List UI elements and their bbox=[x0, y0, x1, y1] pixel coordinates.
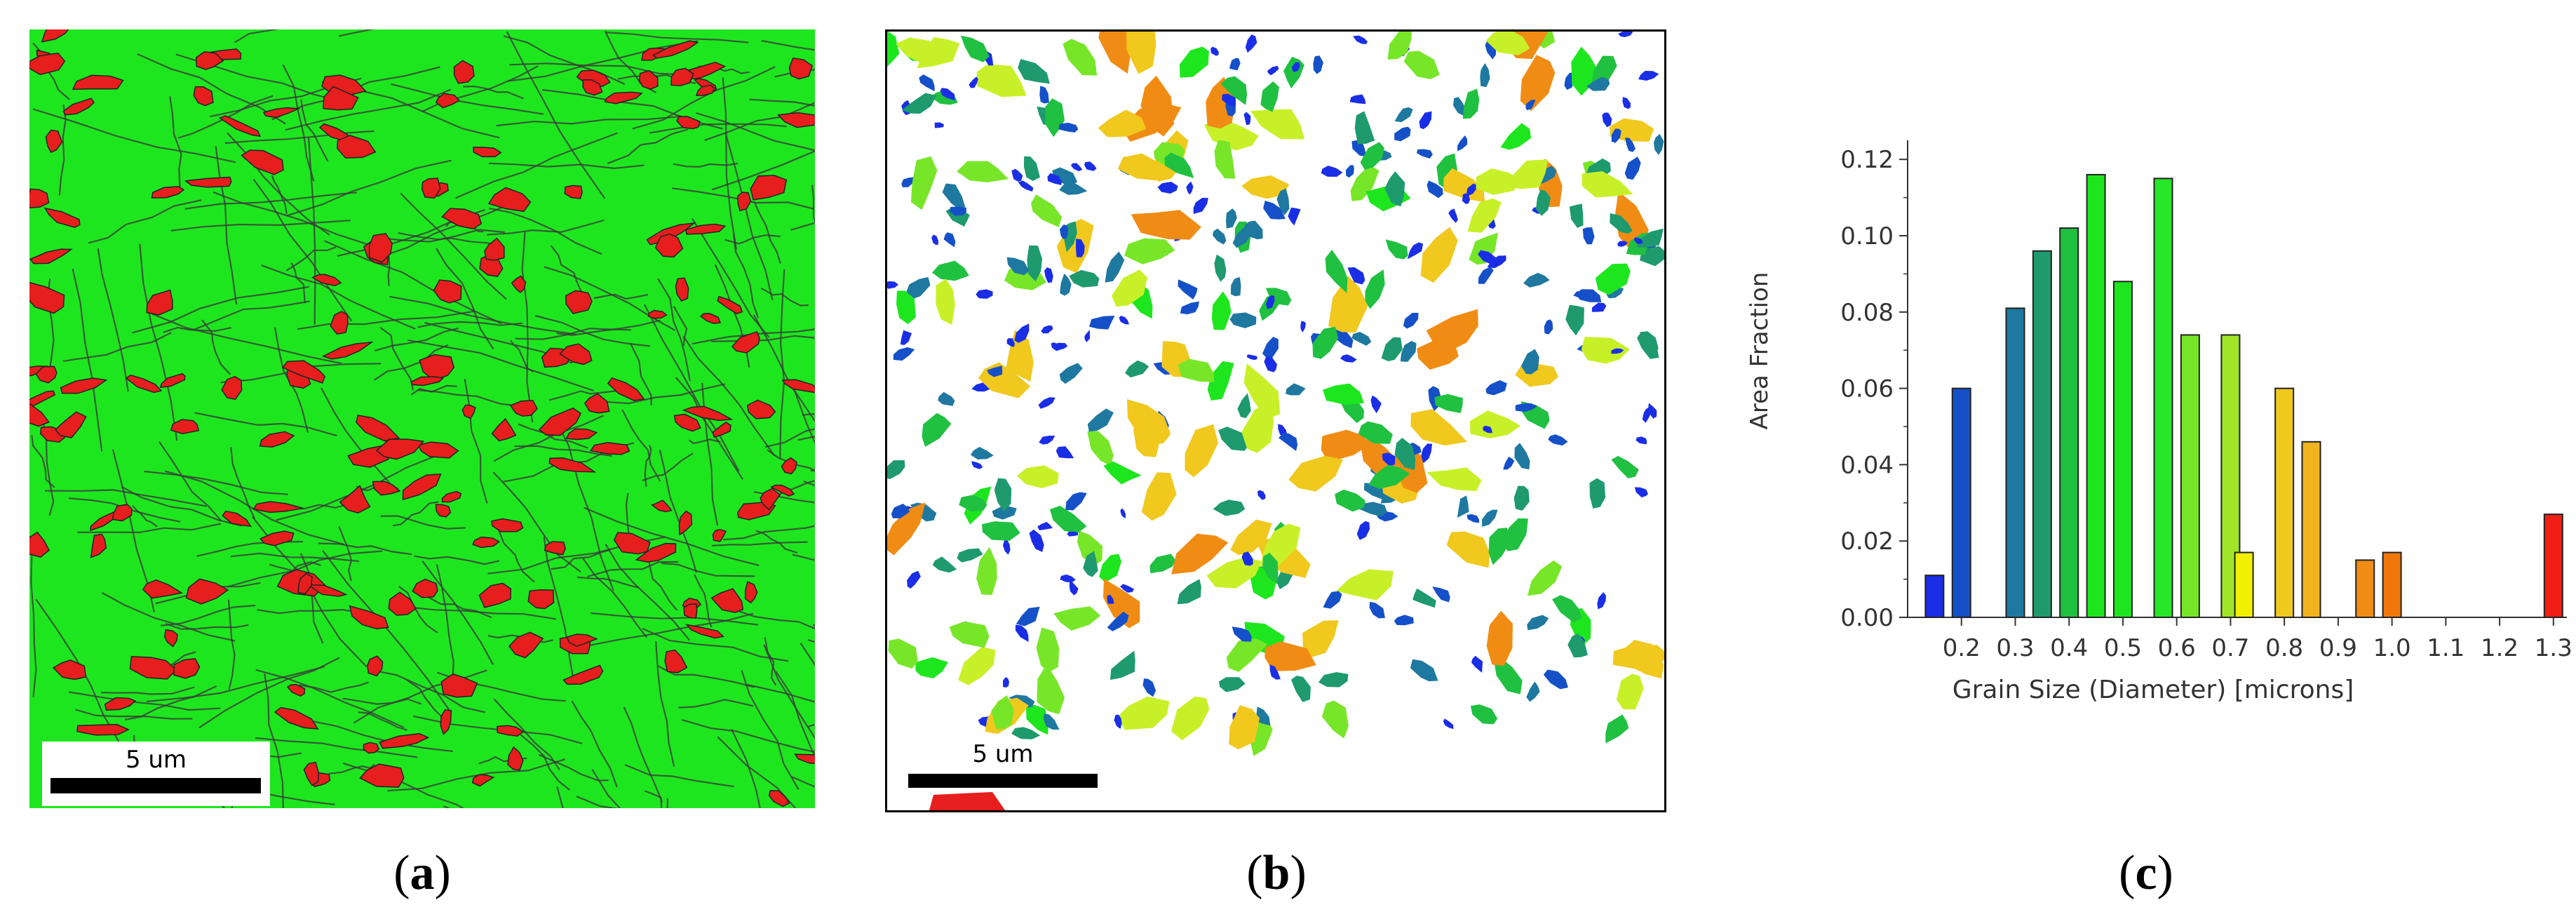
histogram-bar bbox=[2153, 177, 2173, 618]
caption-c: (c) bbox=[2119, 846, 2173, 900]
x-tick-label: 0.8 bbox=[2265, 634, 2303, 662]
grains bbox=[887, 32, 1664, 756]
x-tick-label: 0.5 bbox=[2104, 634, 2142, 662]
x-tick-label: 1.0 bbox=[2373, 634, 2411, 662]
caption-b-letter: b bbox=[1262, 846, 1290, 900]
caption-b: (b) bbox=[1246, 846, 1307, 900]
histogram-bar bbox=[2059, 227, 2079, 618]
histogram-bar bbox=[2543, 514, 2563, 618]
scalebar-a-label: 5 um bbox=[125, 746, 187, 774]
x-tick-label: 1.1 bbox=[2427, 634, 2464, 662]
y-tick-label: 0.02 bbox=[1840, 528, 1894, 556]
scalebar-a-bar bbox=[50, 778, 261, 793]
y-tick-label: 0.06 bbox=[1840, 375, 1894, 403]
x-tick-label: 0.3 bbox=[1996, 634, 2034, 662]
x-tick-label: 1.3 bbox=[2535, 634, 2572, 662]
red-phase-regions bbox=[29, 29, 815, 807]
x-tick-label: 0.6 bbox=[2158, 634, 2196, 662]
scalebar-a: 5 um bbox=[42, 742, 270, 806]
histogram-bar bbox=[2274, 387, 2295, 618]
phase-map-image bbox=[29, 29, 815, 808]
large-grain-red bbox=[929, 792, 1005, 810]
histogram-bar bbox=[2032, 250, 2052, 618]
y-tick-label: 0.04 bbox=[1840, 451, 1894, 479]
x-axis-label: Grain Size (Diameter) [microns] bbox=[1953, 676, 2354, 704]
phase-map-panel-a: 5 um bbox=[29, 29, 815, 808]
histogram-bar bbox=[2355, 559, 2375, 619]
y-tick-label: 0.00 bbox=[1840, 604, 1894, 632]
chart-x-ticks: 0.2 0.3 0.4 0.5 0.6 0.7 0.8 0.9 1.0 1.1 1.2 1.3 bbox=[1943, 617, 2572, 662]
x-tick-label: 0.9 bbox=[2319, 634, 2357, 662]
histogram-bar bbox=[2180, 334, 2200, 618]
grain-boundaries bbox=[30, 29, 815, 808]
histogram-bar bbox=[2234, 551, 2254, 619]
chart-bars bbox=[1924, 173, 2563, 619]
x-tick-label: 1.2 bbox=[2481, 634, 2518, 662]
x-tick-label: 0.4 bbox=[2050, 634, 2088, 662]
x-tick-label: 0.2 bbox=[1943, 634, 1981, 662]
caption-a: (a) bbox=[393, 846, 451, 900]
x-tick-label: 0.7 bbox=[2211, 634, 2249, 662]
grain-size-map-image bbox=[887, 32, 1664, 810]
caption-a-letter: a bbox=[410, 846, 435, 900]
y-tick-label: 0.12 bbox=[1840, 146, 1894, 174]
histogram-bar bbox=[1924, 575, 1945, 618]
chart-y-ticks: 0.00 0.02 0.04 0.06 0.08 0.10 0.12 bbox=[1840, 146, 1908, 632]
y-tick-label: 0.08 bbox=[1840, 299, 1894, 327]
histogram-bar bbox=[2301, 441, 2321, 619]
scalebar-b-bar bbox=[908, 774, 1098, 788]
grain-size-histogram: 0.000.020.040.060.080.100.12 0.2 0.3 0.4 0.… bbox=[1746, 140, 2572, 704]
histogram-bar bbox=[2086, 173, 2106, 618]
histogram-bar bbox=[2112, 281, 2133, 618]
histogram-bar bbox=[2382, 551, 2402, 619]
y-tick-label: 0.10 bbox=[1840, 222, 1894, 250]
histogram-bar bbox=[1951, 387, 1971, 618]
scalebar-b-label: 5 um bbox=[972, 740, 1034, 768]
caption-c-letter: c bbox=[2135, 846, 2157, 900]
histogram-bar bbox=[2005, 307, 2025, 618]
y-axis-label: Area Fraction bbox=[1746, 272, 1774, 430]
grain-size-map-panel-b: 5 um bbox=[885, 29, 1666, 812]
scalebar-b: 5 um bbox=[901, 740, 1105, 796]
